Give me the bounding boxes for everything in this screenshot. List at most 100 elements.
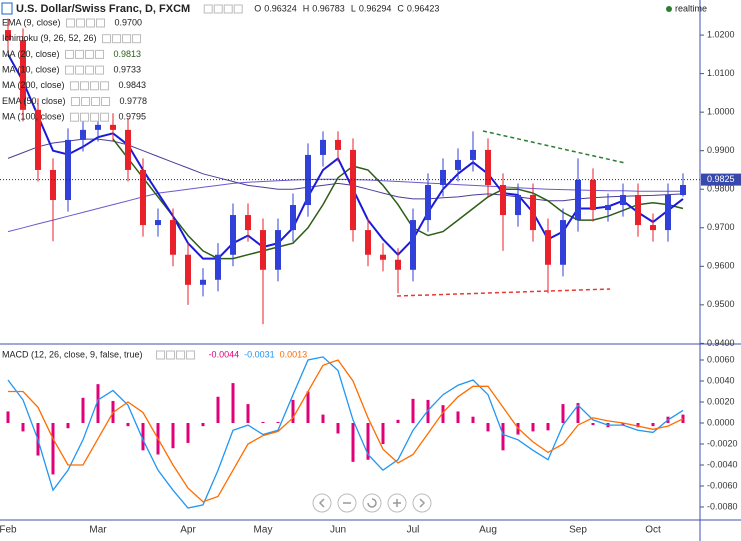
histogram-bar: [291, 399, 295, 423]
x-tick-label: Jul: [407, 525, 420, 536]
study-tool-icon[interactable]: [75, 49, 85, 59]
last-price-box: [701, 173, 741, 186]
histogram-bar: [306, 391, 310, 423]
study-tool-icon[interactable]: [75, 65, 85, 75]
scroll-right-button[interactable]: [412, 493, 432, 513]
study-tool-icon[interactable]: [76, 18, 86, 28]
legend-name[interactable]: EMA (9, close): [2, 17, 61, 27]
candle-body: [5, 30, 11, 41]
study-tool-icon[interactable]: [85, 49, 95, 59]
y-tick-label: 0.9600: [707, 261, 735, 271]
study-tool-icon[interactable]: [70, 81, 80, 91]
x-tick-label: Aug: [479, 525, 497, 536]
candle-body: [140, 169, 146, 226]
histogram-bar: [231, 383, 235, 423]
study-tool-icon[interactable]: [71, 97, 81, 106]
histogram-bar: [216, 396, 220, 423]
study-tool-icon[interactable]: [132, 34, 142, 44]
y-tick-label: -0.0060: [707, 480, 738, 490]
study-tool-icon[interactable]: [80, 112, 90, 122]
study-tool-icon[interactable]: [213, 4, 223, 14]
histogram-bar: [546, 422, 550, 431]
histogram-bar: [6, 411, 10, 423]
candle-body: [35, 109, 41, 170]
candle-body: [350, 149, 356, 231]
scroll-left-button[interactable]: [312, 493, 332, 513]
candle-body: [680, 184, 686, 196]
candle-body: [380, 254, 386, 260]
chart-title[interactable]: U.S. Dollar/Swiss Franc, D, FXCM: [16, 3, 190, 15]
candle-body: [440, 169, 446, 185]
study-tool-icon[interactable]: [186, 350, 196, 360]
study-tool-icon[interactable]: [112, 34, 122, 44]
y-tick-label: -0.0020: [707, 438, 738, 448]
study-tool-icon[interactable]: [81, 97, 91, 106]
histogram-bar: [651, 422, 655, 427]
realtime-label: realtime: [675, 3, 707, 13]
histogram-bar: [396, 419, 400, 423]
legend-name[interactable]: MA (200, close): [2, 80, 65, 90]
study-tool-icon[interactable]: [90, 81, 100, 91]
x-tick-label: Jun: [330, 525, 346, 536]
candle-body: [170, 220, 176, 255]
candle-body: [305, 154, 311, 206]
candle-body: [80, 129, 86, 140]
symbol-icon[interactable]: [1, 2, 13, 15]
candle-body: [500, 184, 506, 216]
study-tool-icon[interactable]: [65, 65, 75, 75]
legend-name[interactable]: EMA (50, close): [2, 96, 66, 106]
study-tool-icon[interactable]: [223, 4, 233, 14]
study-tool-icon[interactable]: [91, 97, 101, 106]
candle-body: [545, 230, 551, 265]
histogram-bar: [441, 405, 445, 423]
ohlc-value: 0.96783: [312, 3, 345, 13]
macd-line: [8, 359, 684, 503]
legend-name[interactable]: Ichimoku (9, 26, 52, 26): [2, 33, 97, 43]
study-tool-icon[interactable]: [96, 18, 106, 28]
legend-name[interactable]: MA (100, close): [2, 112, 65, 122]
macd-title[interactable]: MACD (12, 26, close, 9, false, true): [2, 349, 143, 359]
study-tool-icon[interactable]: [166, 350, 176, 360]
reset-button[interactable]: [362, 493, 382, 513]
histogram-bar: [276, 421, 280, 423]
candle-body: [200, 279, 206, 285]
study-tool-icon[interactable]: [86, 18, 96, 28]
study-tool-icon[interactable]: [233, 4, 243, 14]
y-tick-label: 1.0200: [707, 29, 735, 39]
study-tool-icon[interactable]: [100, 81, 110, 91]
histogram-bar: [51, 422, 55, 475]
candle-body: [125, 129, 131, 170]
histogram-bar: [246, 404, 250, 423]
study-tool-icon[interactable]: [95, 65, 105, 75]
ohlc-value: 0.96294: [359, 3, 392, 13]
study-tool-icon[interactable]: [100, 112, 110, 122]
study-tool-icon[interactable]: [70, 112, 80, 122]
macd-value: -0.0031: [244, 349, 275, 359]
study-tool-icon[interactable]: [203, 4, 213, 14]
candle-body: [470, 149, 476, 160]
histogram-bar: [21, 422, 25, 432]
control-glyphs: [318, 498, 426, 508]
legend-name[interactable]: MA (20, close): [2, 49, 60, 59]
study-tool-icon[interactable]: [176, 350, 186, 360]
study-tool-icon[interactable]: [80, 81, 90, 91]
histogram-bar: [576, 403, 580, 423]
realtime-dot: [666, 6, 672, 12]
study-tool-icon[interactable]: [85, 65, 95, 75]
study-tool-icon[interactable]: [90, 112, 100, 122]
legend-name[interactable]: MA (10, close): [2, 64, 60, 74]
study-tool-icon[interactable]: [122, 34, 132, 44]
study-tool-icon[interactable]: [101, 97, 111, 106]
zoom-controls: [312, 493, 432, 513]
candle-body: [245, 215, 251, 231]
study-tool-icon[interactable]: [102, 34, 112, 44]
study-tool-icon[interactable]: [66, 18, 76, 28]
study-tool-icon[interactable]: [156, 350, 166, 360]
study-tool-icon[interactable]: [65, 49, 75, 59]
candle-body: [215, 254, 221, 280]
study-tool-icon[interactable]: [95, 49, 105, 59]
candle-body: [560, 220, 566, 265]
legend-value: 0.9843: [119, 80, 147, 90]
